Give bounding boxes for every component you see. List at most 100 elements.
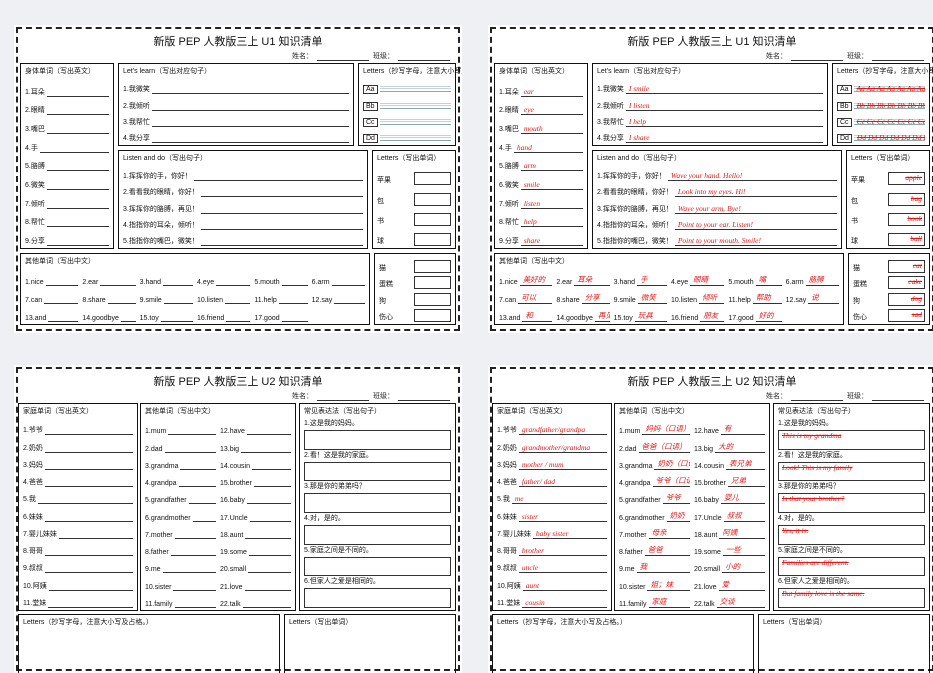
item-prompt: Cc (837, 117, 852, 127)
answer-text: 有 (720, 423, 765, 436)
answer-text: 分享 (581, 292, 610, 304)
item-prompt: 1.mum (619, 428, 641, 436)
answer-text: 姐；妹 (647, 579, 690, 591)
section-heading: 身体单词（写出英文） (499, 68, 569, 75)
answer-text: mouth (520, 124, 583, 134)
item-prompt: 1.爷爷 (23, 427, 43, 435)
item-row: 2.看看我的眼睛，你好！ (123, 181, 363, 198)
item-prompt: 17.good (254, 315, 280, 322)
item-prompt: 17.good (728, 315, 754, 322)
section-box: 常见表达法（写出句子） 1.这是我的妈妈。 2.看！这是我的家庭。 3.那是你的弟弟吗… (299, 403, 456, 611)
item-row: 2.看！这是我的家庭。 Look! This is my family (778, 450, 925, 482)
answer-line (304, 524, 451, 545)
item-grid (23, 629, 275, 671)
answer-text: Yes, it is. (778, 524, 925, 545)
item-row: 6.微笑 smile (499, 171, 583, 190)
item-prompt: 8.帮忙 (25, 219, 45, 227)
item-prompt: 14.goodbye (82, 315, 119, 322)
answer-line (304, 556, 451, 577)
answer-text: 奶奶（口语） (654, 458, 690, 470)
item-row: 11.堂妹 cousin (497, 591, 607, 608)
item-prompt: 7.can (499, 297, 517, 304)
item-row: 8.哥哥 (23, 539, 133, 557)
item-prompt: 6.grandmother (619, 514, 665, 522)
answer-text: Wave your arm. Bye! (674, 204, 837, 214)
section-heading: 其他单词（写出中文） (25, 258, 95, 265)
answer-text: This is my grandma (778, 430, 925, 450)
item-row: 蛋糕 cake (853, 273, 925, 289)
item-row: 3.grandma (145, 453, 216, 470)
answer-line (414, 212, 451, 226)
item-prompt: 10.阿姨 (497, 582, 521, 590)
item-prompt: 9.分享 (25, 237, 45, 245)
item-prompt: 16.friend (196, 315, 225, 322)
answer-line (246, 503, 291, 505)
item-prompt: 3.hand (613, 279, 636, 286)
answer-text: 爷爷 (662, 492, 690, 505)
item-prompt: 8.share (82, 297, 106, 304)
answer-text: sister (518, 512, 607, 522)
answer-line (160, 321, 193, 322)
item-prompt: 苹果 (377, 177, 391, 185)
item-row: 包 bag (851, 185, 925, 206)
item-row: 4.我分享 I share (597, 127, 823, 143)
answer-line (58, 537, 133, 539)
answer-line (225, 303, 251, 304)
item-prompt: 6.微笑 (499, 181, 519, 189)
item-row: 4.爸爸 father/ dad (497, 470, 607, 488)
item-prompt: Bb (363, 101, 378, 111)
item-row: 16.friend (196, 304, 251, 322)
answer-line (46, 132, 109, 134)
item-grid: 苹果 apple 包 bag 书 book 球 ball (851, 165, 925, 246)
item-grid: 1.mum妈妈（口语）2.dad爸爸（口语）3.grandma奶奶（口语）4.g… (619, 418, 765, 608)
item-row: 7.倾听 listen (499, 190, 583, 209)
item-row: 6.arm (312, 268, 365, 286)
item-prompt: 2.奶奶 (497, 444, 517, 452)
answer-line (304, 493, 451, 513)
item-row: 17.Uncle 叔叔 (694, 504, 765, 522)
item-row: 4.手 hand (499, 134, 583, 153)
answer-line (414, 233, 451, 246)
item-prompt: 包 (851, 197, 858, 205)
section-box: Listen and do（写出句子） 1.挥挥你的手，你好！ Wave your … (592, 150, 842, 249)
item-prompt: 6.grandmother (145, 514, 191, 522)
answer-line (44, 572, 133, 574)
item-row: 21.love 爱 (694, 573, 765, 591)
item-row: 5.家庭之间是不同的。 (304, 545, 451, 577)
item-prompt: 7.婴儿妹妹 (23, 530, 57, 538)
answer-line (331, 285, 365, 286)
section-box: 身体单词（写出英文） 1.耳朵 ear 2.眼睛 eye 3.嘴巴 mouth 4.手 hand… (494, 63, 588, 249)
answer-text: 胳膊 (805, 274, 839, 286)
item-prompt: 1.这是我的妈妈。 (778, 420, 833, 427)
item-prompt: 球 (377, 238, 384, 245)
item-row: 10.sister 姐；妹 (619, 573, 690, 591)
class-label: 班级： (373, 53, 394, 60)
item-prompt: 22.talk (694, 601, 715, 608)
answer-text: 爸爸（口语） (638, 441, 690, 453)
item-row: 狗 (379, 289, 451, 306)
item-prompt: 1.我微笑 (597, 86, 624, 94)
answer-text: Bb Bb Bb Bb Bb Bb Bb (853, 100, 925, 111)
item-prompt: 2.眼睛 (25, 107, 45, 115)
worksheet: 新版 PEP 人教版三上 U1 知识清单 姓名： 班级： 身体单词（写出英文） 1.耳朵… (14, 25, 462, 333)
item-row: 2.ear 耳朵 (556, 268, 610, 286)
answer-text: But family love is the same. (778, 588, 925, 608)
answer-text: help (520, 217, 583, 228)
item-row: 9.分享 (25, 227, 109, 246)
answer-text: grandmother/grandma (518, 443, 607, 453)
item-row: 12.say 说 (786, 286, 839, 304)
item-row: 13.and 和 (499, 304, 553, 322)
item-prompt: 12.have (694, 428, 719, 436)
answer-text: cake (888, 276, 925, 289)
answer-text: Look! This is my family (778, 461, 925, 482)
item-row: 蛋糕 (379, 273, 451, 289)
item-prompt: 10.listen (196, 297, 224, 304)
item-prompt: 12.say (311, 297, 333, 304)
answer-line (46, 244, 109, 246)
item-prompt: 4.对，是的。 (304, 514, 345, 522)
item-prompt: 11.family (619, 601, 647, 608)
answer-line (379, 100, 451, 111)
item-row: 5.我 me (497, 487, 607, 505)
answer-text: eye (520, 105, 583, 116)
item-prompt: 5.mouth (728, 279, 754, 286)
